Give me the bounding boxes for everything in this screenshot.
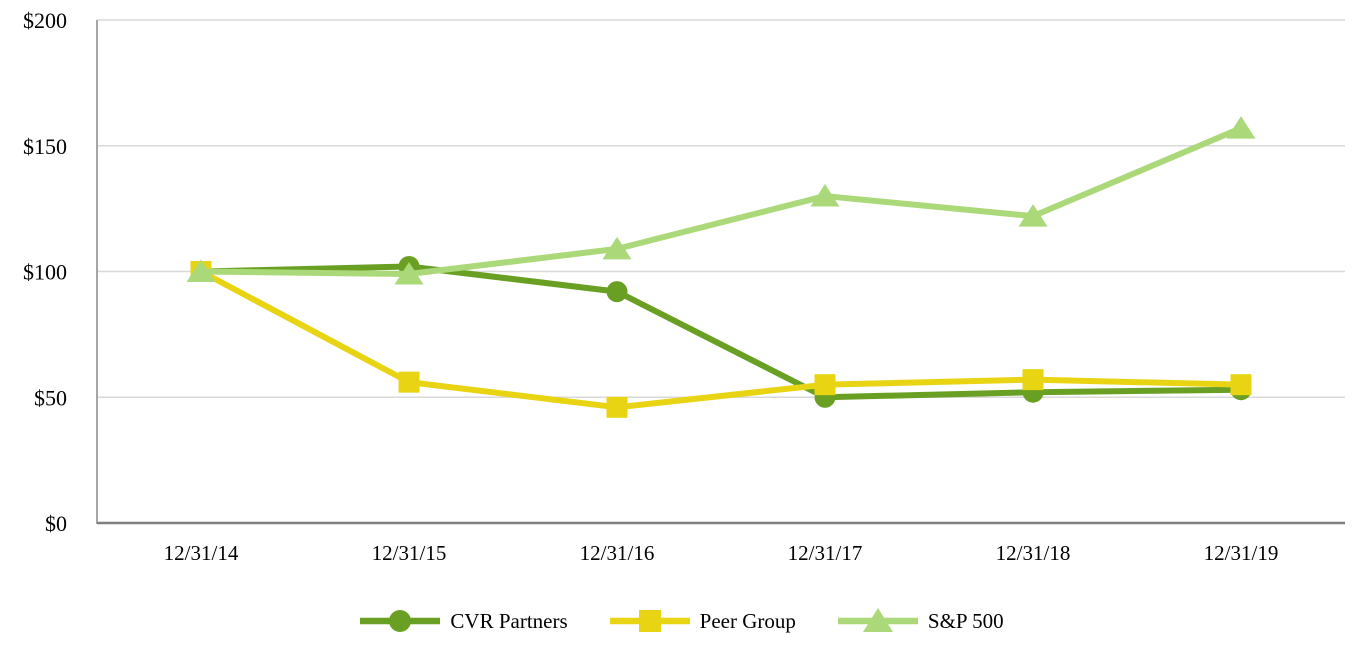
legend-circle-marker-icon [360, 610, 441, 632]
legend-label-peer-group: Peer Group [699, 608, 796, 633]
performance-line-chart: $0 $50 $100 $150 $200 12/31/14 12/31/15 12/31/1… [23, 8, 1345, 565]
series-marker-s-p-500 [1226, 116, 1256, 139]
y-axis-tick-label: $150 [23, 134, 67, 159]
x-axis-tick-label: 12/31/17 [788, 541, 863, 565]
series-marker-peer-group [1230, 374, 1252, 396]
series-marker-s-p-500 [1018, 204, 1048, 227]
series-marker-s-p-500 [810, 184, 840, 207]
x-axis-tick-label: 12/31/14 [164, 541, 239, 565]
series-marker-s-p-500 [394, 262, 424, 285]
y-axis-tick-label: $200 [23, 8, 67, 33]
legend-label-s-p-500: S&P 500 [927, 608, 1004, 633]
series-marker-cvr-partners [606, 281, 628, 303]
legend-item-peer-group: Peer Group [609, 607, 796, 635]
legend-shape [638, 610, 661, 632]
series-line-peer-group [199, 268, 1242, 411]
legend-square-marker-icon [609, 610, 690, 632]
x-axis-tick-label: 12/31/15 [372, 541, 447, 565]
x-axis-tick-label: 12/31/16 [580, 541, 655, 565]
legend-triangle-marker-icon [837, 608, 918, 632]
x-axis-tick-label: 12/31/18 [996, 541, 1071, 565]
legend-item-s-p-500: S&P 500 [837, 607, 1004, 635]
legend-label-cvr-partners: CVR Partners [450, 608, 568, 633]
series-marker-s-p-500 [602, 236, 632, 260]
chart-legend: CVR Partners Peer Group S&P 500 [0, 598, 1364, 644]
y-axis-tick-label: $100 [23, 260, 67, 285]
legend-shape [389, 610, 412, 632]
x-axis-tick-label: 12/31/19 [1204, 541, 1279, 565]
legend-shape [862, 608, 893, 632]
legend-item-cvr-partners: CVR Partners [360, 607, 568, 635]
series-marker-peer-group [1022, 369, 1044, 391]
series-marker-peer-group [606, 396, 628, 418]
y-axis-tick-label: $50 [34, 385, 67, 410]
series-line-cvr-partners [200, 263, 1242, 401]
y-axis-tick-label: $0 [45, 511, 67, 536]
series-marker-peer-group [814, 374, 836, 396]
series-marker-s-p-500 [186, 259, 216, 282]
series-marker-peer-group [398, 371, 420, 393]
series-line-s-p-500 [200, 125, 1243, 278]
